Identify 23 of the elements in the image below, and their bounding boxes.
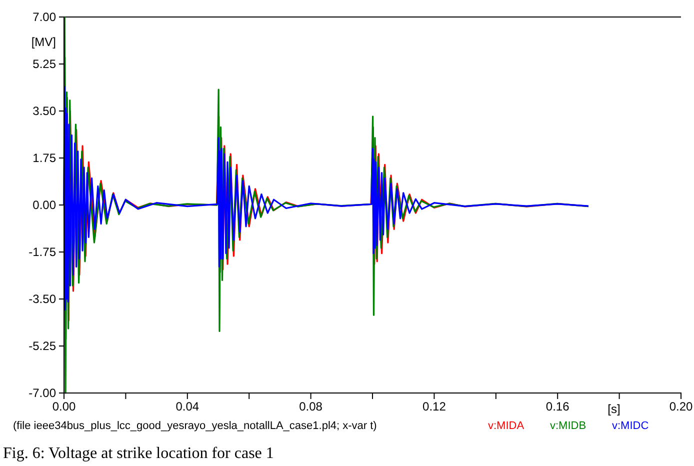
x-tick-label: 0.00 xyxy=(52,400,76,414)
x-tick-label: 0.20 xyxy=(669,400,693,414)
y-tick-label: -5.25 xyxy=(28,338,56,353)
y-tick-label: 7.00 xyxy=(32,10,56,24)
y-tick-label: 1.75 xyxy=(32,150,56,165)
x-axis-title: [s] xyxy=(608,402,620,416)
caption: Fig. 6: Voltage at strike location for case 1 xyxy=(3,445,274,462)
y-tick-label: 0.00 xyxy=(32,198,56,212)
y-tick-label: -3.50 xyxy=(28,292,56,306)
line-series xyxy=(63,86,590,311)
x-tick-label: 0.08 xyxy=(299,400,323,414)
x-tick-label: 0.16 xyxy=(546,400,570,414)
text: v:MIDA xyxy=(488,420,525,432)
x-tick-label: 0.12 xyxy=(422,400,446,414)
y-axis-title: [MV] xyxy=(31,35,56,49)
y-tick-label: 3.50 xyxy=(32,104,56,118)
y-tick-label: -1.75 xyxy=(28,244,56,259)
y-tick-label: 5.25 xyxy=(32,56,56,71)
x-tick-label: 0.04 xyxy=(176,400,200,414)
text: v:MIDB xyxy=(550,420,586,432)
y-tick-label: -7.00 xyxy=(28,386,56,400)
text: (file ieee34bus_plus_lcc_good_yesrayo_yesla_notallLA_case1.pl4; x-var t) xyxy=(13,420,377,432)
text: v:MIDC xyxy=(612,420,649,432)
